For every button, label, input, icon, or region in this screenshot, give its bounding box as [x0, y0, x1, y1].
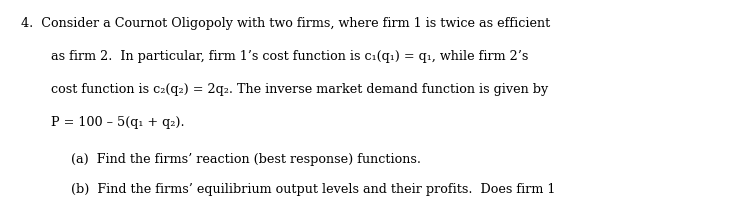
- Text: 4.  Consider a Cournot Oligopoly with two firms, where firm 1 is twice as effici: 4. Consider a Cournot Oligopoly with two…: [21, 17, 550, 30]
- Text: cost function is c₂(q₂) = 2q₂. The inverse market demand function is given by: cost function is c₂(q₂) = 2q₂. The inver…: [51, 83, 548, 95]
- Text: (a)  Find the firms’ reaction (best response) functions.: (a) Find the firms’ reaction (best respo…: [71, 152, 422, 165]
- Text: as firm 2.  In particular, firm 1’s cost function is c₁(q₁) = q₁, while firm 2’s: as firm 2. In particular, firm 1’s cost …: [51, 50, 528, 63]
- Text: (b)  Find the firms’ equilibrium output levels and their profits.  Does firm 1: (b) Find the firms’ equilibrium output l…: [71, 183, 556, 195]
- Text: P = 100 – 5(q₁ + q₂).: P = 100 – 5(q₁ + q₂).: [51, 115, 184, 128]
